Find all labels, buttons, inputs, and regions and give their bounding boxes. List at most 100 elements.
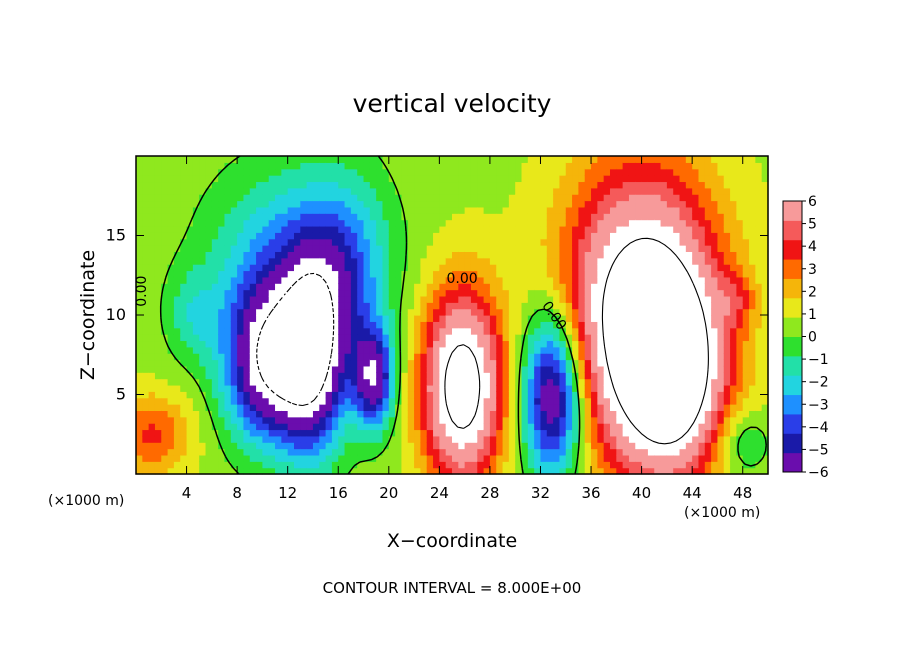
field-cell xyxy=(192,276,200,284)
field-cell xyxy=(376,251,384,259)
field-cell xyxy=(306,384,314,392)
field-cell xyxy=(761,206,769,214)
field-cell xyxy=(666,238,674,246)
field-cell xyxy=(439,365,447,373)
field-cell xyxy=(161,315,169,322)
field-cell xyxy=(749,264,756,272)
field-cell xyxy=(237,397,245,405)
field-cell xyxy=(382,423,390,431)
field-cell xyxy=(641,175,649,183)
field-cell xyxy=(496,238,504,246)
field-cell xyxy=(546,257,554,265)
field-cell xyxy=(578,467,586,475)
field-cell xyxy=(407,283,415,291)
field-cell xyxy=(698,225,706,233)
field-cell xyxy=(407,435,415,443)
field-cell xyxy=(312,397,320,405)
field-cell xyxy=(736,289,744,297)
field-cell xyxy=(452,321,459,329)
field-cell xyxy=(534,295,542,303)
field-cell xyxy=(572,295,579,303)
field-cell xyxy=(546,175,554,183)
field-cell xyxy=(445,206,453,214)
field-cell xyxy=(464,327,472,335)
field-cell xyxy=(167,378,175,386)
field-cell xyxy=(256,365,263,373)
field-cell xyxy=(192,181,200,189)
field-cell xyxy=(515,289,523,297)
field-cell xyxy=(685,213,693,221)
field-cell xyxy=(458,321,466,329)
field-cell xyxy=(249,461,257,469)
field-cell xyxy=(350,315,358,322)
field-cell xyxy=(376,181,384,189)
field-cell xyxy=(167,429,175,437)
field-cell xyxy=(338,219,346,227)
field-cell xyxy=(369,257,377,265)
field-cell xyxy=(679,384,687,392)
field-cell xyxy=(540,340,548,348)
field-cell xyxy=(597,264,605,272)
field-cell xyxy=(616,467,624,475)
field-cell xyxy=(306,175,314,183)
field-cell xyxy=(565,194,573,202)
field-cell xyxy=(591,245,598,252)
field-cell xyxy=(205,168,213,176)
field-cell xyxy=(458,416,466,424)
field-cell xyxy=(433,365,440,373)
field-cell xyxy=(458,327,466,335)
field-cell xyxy=(610,194,617,202)
field-cell xyxy=(616,404,624,411)
field-cell xyxy=(723,448,731,456)
field-cell xyxy=(742,264,750,272)
field-cell xyxy=(730,334,737,342)
field-cell xyxy=(559,308,567,316)
field-cell xyxy=(723,194,731,202)
field-cell xyxy=(717,429,725,437)
field-cell xyxy=(445,397,453,405)
field-cell xyxy=(369,200,377,208)
field-cell xyxy=(426,327,434,335)
field-cell xyxy=(660,353,668,361)
field-cell xyxy=(654,283,662,291)
field-cell xyxy=(224,295,232,303)
field-cell xyxy=(603,225,611,233)
field-cell xyxy=(211,187,219,195)
field-cell xyxy=(407,162,415,170)
field-cell xyxy=(136,448,143,456)
field-cell xyxy=(553,302,561,310)
field-cell xyxy=(376,264,384,272)
field-cell xyxy=(666,276,674,284)
field-cell xyxy=(553,194,561,202)
field-cell xyxy=(281,442,289,450)
field-cell xyxy=(660,264,668,272)
field-cell xyxy=(565,181,573,189)
field-cell xyxy=(363,302,371,310)
field-cell xyxy=(199,276,207,284)
field-cell xyxy=(338,467,346,475)
field-cell xyxy=(224,410,232,418)
field-cell xyxy=(521,340,529,348)
field-cell xyxy=(717,397,725,405)
field-cell xyxy=(489,194,497,202)
field-cell xyxy=(704,410,712,418)
field-cell xyxy=(546,181,554,189)
field-cell xyxy=(736,378,744,386)
field-cell xyxy=(205,353,213,361)
field-cell xyxy=(281,270,289,278)
field-cell xyxy=(496,156,504,163)
field-cell xyxy=(287,213,295,221)
field-cell xyxy=(559,467,567,475)
field-cell xyxy=(723,206,731,214)
field-cell xyxy=(211,429,219,437)
field-cell xyxy=(433,219,440,227)
field-cell xyxy=(338,295,346,303)
field-cell xyxy=(597,168,605,176)
field-cell xyxy=(755,429,763,437)
field-cell xyxy=(723,365,731,373)
field-cell xyxy=(591,315,598,322)
field-cell xyxy=(635,397,643,405)
field-cell xyxy=(616,213,624,221)
field-cell xyxy=(660,257,668,265)
field-cell xyxy=(142,295,150,303)
